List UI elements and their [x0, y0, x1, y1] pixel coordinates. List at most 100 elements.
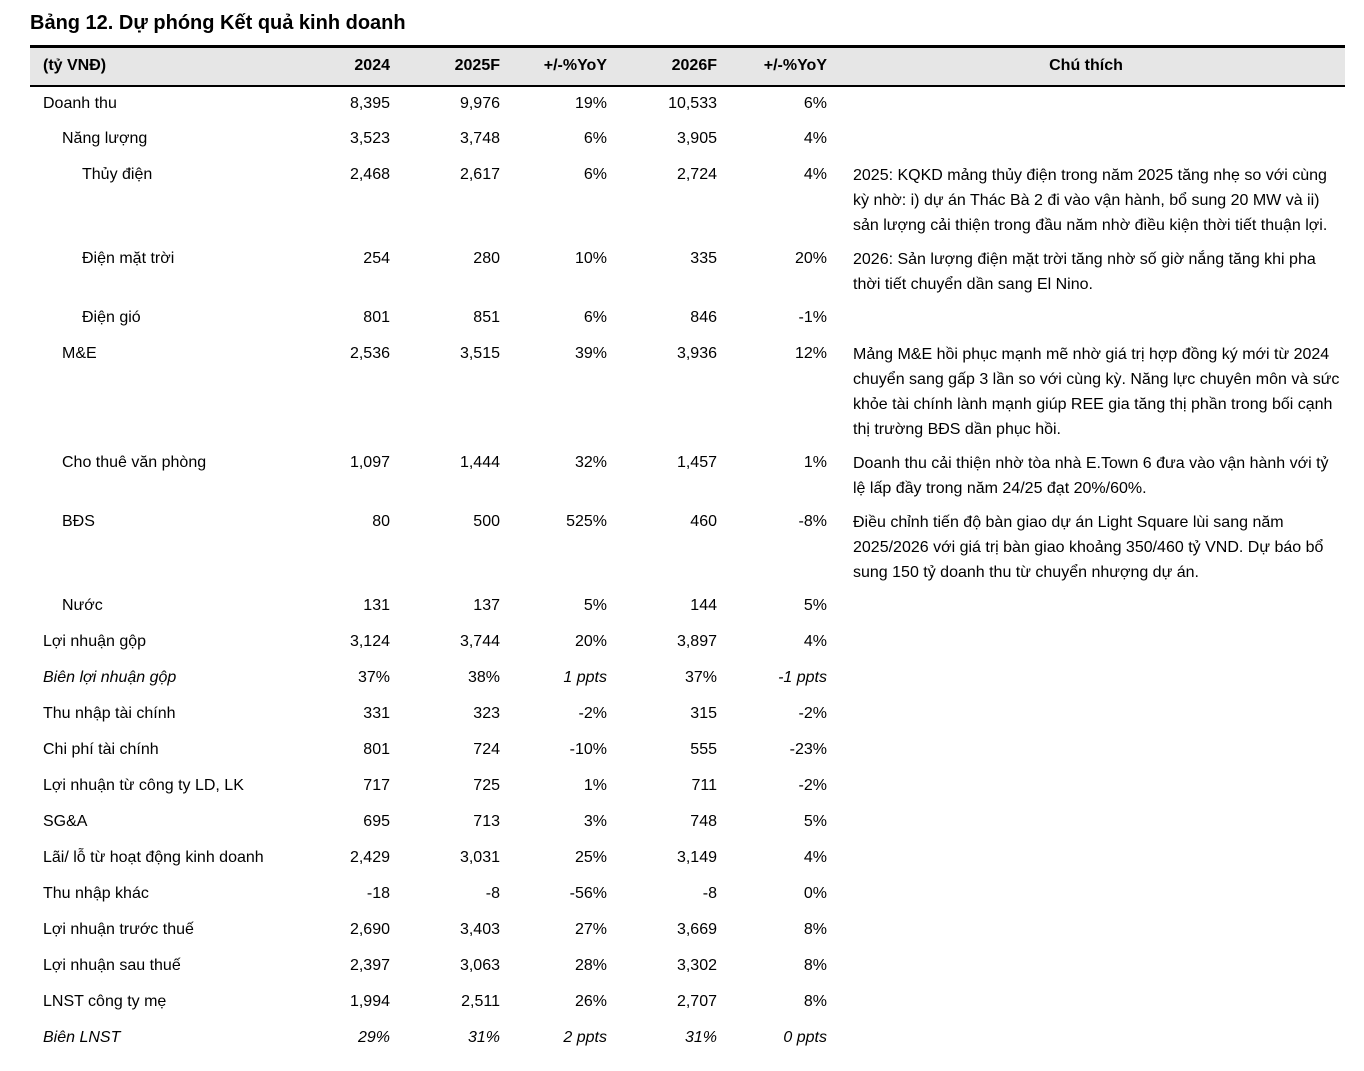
- row-value: 846: [690, 308, 717, 326]
- row-value: -2%: [578, 704, 607, 722]
- row-value: 1,097: [349, 453, 390, 471]
- table-row: Điện mặt trời 254 280 10% 335 20% 2026: Sản lư…: [30, 242, 1345, 301]
- table-row: Lãi/ lỗ từ hoạt động kinh doanh 2,429 3,03…: [30, 841, 1345, 877]
- row-value: 137: [473, 596, 500, 614]
- row-value: 3,302: [676, 956, 717, 974]
- row-value: 3,897: [676, 632, 717, 650]
- row-value: -8: [485, 884, 500, 902]
- table-row: Thu nhập tài chính 331 323 -2% 315 -2%: [30, 697, 1345, 733]
- table-row: M&E 2,536 3,515 39% 3,936 12% Mảng M&E hồi phụ…: [30, 337, 1345, 446]
- row-value: 2,536: [349, 344, 390, 362]
- row-value: 6%: [583, 129, 607, 147]
- row-value: 20%: [574, 632, 607, 650]
- row-value: 460: [690, 512, 717, 530]
- row-value: 6%: [803, 94, 827, 112]
- row-value: 0 ppts: [783, 1028, 827, 1046]
- row-value: 29%: [357, 1028, 390, 1046]
- row-value: 801: [363, 740, 390, 758]
- header-col-yoy-2025: +/-%YoY: [543, 57, 607, 75]
- row-value: -23%: [789, 740, 827, 758]
- row-value: 3,905: [676, 129, 717, 147]
- row-value: 3,748: [459, 129, 500, 147]
- row-value: 280: [473, 249, 500, 267]
- row-note: [827, 769, 1345, 805]
- row-value: 5%: [803, 812, 827, 830]
- row-note: [827, 625, 1345, 661]
- row-value: 6%: [583, 165, 607, 183]
- row-value: 1,444: [459, 453, 500, 471]
- row-value: 9,976: [459, 94, 500, 112]
- row-value: 28%: [574, 956, 607, 974]
- table-row: BĐS 80 500 525% 460 -8% Điều chỉnh tiến độ bàn…: [30, 505, 1345, 589]
- row-note: [827, 661, 1345, 697]
- header-note-column: Chú thích: [1049, 57, 1123, 75]
- row-value: 8%: [803, 956, 827, 974]
- row-value: 12%: [794, 344, 827, 362]
- table-row: Chi phí tài chính 801 724 -10% 555 -23%: [30, 733, 1345, 769]
- row-value: -56%: [569, 884, 607, 902]
- table-row: Nước 131 137 5% 144 5%: [30, 589, 1345, 625]
- row-label: Năng lượng: [62, 129, 148, 147]
- row-value: 38%: [467, 668, 500, 686]
- row-note: [827, 841, 1345, 877]
- row-value: 2,397: [349, 956, 390, 974]
- row-value: 25%: [574, 848, 607, 866]
- row-value: 2,468: [349, 165, 390, 183]
- row-value: 500: [473, 512, 500, 530]
- row-value: 713: [473, 812, 500, 830]
- table-row: LNST công ty mẹ 1,994 2,511 26% 2,707 8%: [30, 985, 1345, 1021]
- row-value: 1%: [583, 776, 607, 794]
- row-label: Nước: [62, 596, 103, 614]
- row-value: 525%: [566, 512, 607, 530]
- row-value: 144: [690, 596, 717, 614]
- row-label: Thu nhập tài chính: [43, 704, 176, 722]
- row-value: 725: [473, 776, 500, 794]
- row-note: [827, 985, 1345, 1021]
- row-note: [827, 589, 1345, 625]
- table-row: Doanh thu 8,395 9,976 19% 10,533 6%: [30, 86, 1345, 122]
- row-label: SG&A: [43, 812, 88, 830]
- row-note: Mảng M&E hồi phục mạnh mẽ nhờ giá trị hợ…: [853, 345, 1340, 438]
- row-value: 1 ppts: [563, 668, 607, 686]
- row-value: -1%: [798, 308, 827, 326]
- row-label: Điện gió: [82, 308, 141, 326]
- row-label: Chi phí tài chính: [43, 740, 159, 758]
- row-value: 3,936: [676, 344, 717, 362]
- row-note: [827, 301, 1345, 337]
- row-label: Doanh thu: [43, 94, 117, 112]
- row-value: 2,707: [676, 992, 717, 1010]
- row-value: 8,395: [349, 94, 390, 112]
- row-value: 2 ppts: [563, 1028, 607, 1046]
- table-header: (tỷ VNĐ) 2024 2025F +/-%YoY 2026F +/-%Yo…: [30, 46, 1345, 86]
- row-value: 10,533: [668, 94, 717, 112]
- row-note: [827, 86, 1345, 122]
- row-value: 31%: [467, 1028, 500, 1046]
- row-value: 717: [363, 776, 390, 794]
- row-value: 3,669: [676, 920, 717, 938]
- table-row: Thủy điện 2,468 2,617 6% 2,724 4% 2025: KQKD m…: [30, 158, 1345, 242]
- header-col-2026f: 2026F: [671, 57, 717, 75]
- row-note: Doanh thu cải thiện nhờ tòa nhà E.Town 6…: [853, 454, 1329, 497]
- row-value: 711: [691, 776, 717, 794]
- row-label: Lợi nhuận trước thuế: [43, 920, 194, 938]
- row-value: 1,457: [676, 453, 717, 471]
- table-row: Biên LNST 29% 31% 2 ppts 31% 0 ppts: [30, 1021, 1345, 1057]
- row-note: [827, 697, 1345, 733]
- row-note: [827, 122, 1345, 158]
- table-row: Lợi nhuận gộp 3,124 3,744 20% 3,897 4%: [30, 625, 1345, 661]
- row-note: Điều chỉnh tiến độ bàn giao dự án Light …: [853, 513, 1324, 581]
- row-value: -18: [366, 884, 390, 902]
- row-value: 851: [473, 308, 500, 326]
- row-value: -2%: [798, 776, 827, 794]
- table-row: Biên lợi nhuận gộp 37% 38% 1 ppts 37% -1 ppts: [30, 661, 1345, 697]
- row-label: BĐS: [62, 512, 95, 530]
- row-value: 748: [690, 812, 717, 830]
- row-value: 4%: [803, 848, 827, 866]
- row-value: 254: [363, 249, 390, 267]
- row-note: 2025: KQKD mảng thủy điện trong năm 2025…: [853, 166, 1328, 234]
- row-value: 3,031: [459, 848, 500, 866]
- row-label: M&E: [62, 344, 97, 362]
- row-label: Lợi nhuận sau thuế: [43, 956, 181, 974]
- table-row: SG&A 695 713 3% 748 5%: [30, 805, 1345, 841]
